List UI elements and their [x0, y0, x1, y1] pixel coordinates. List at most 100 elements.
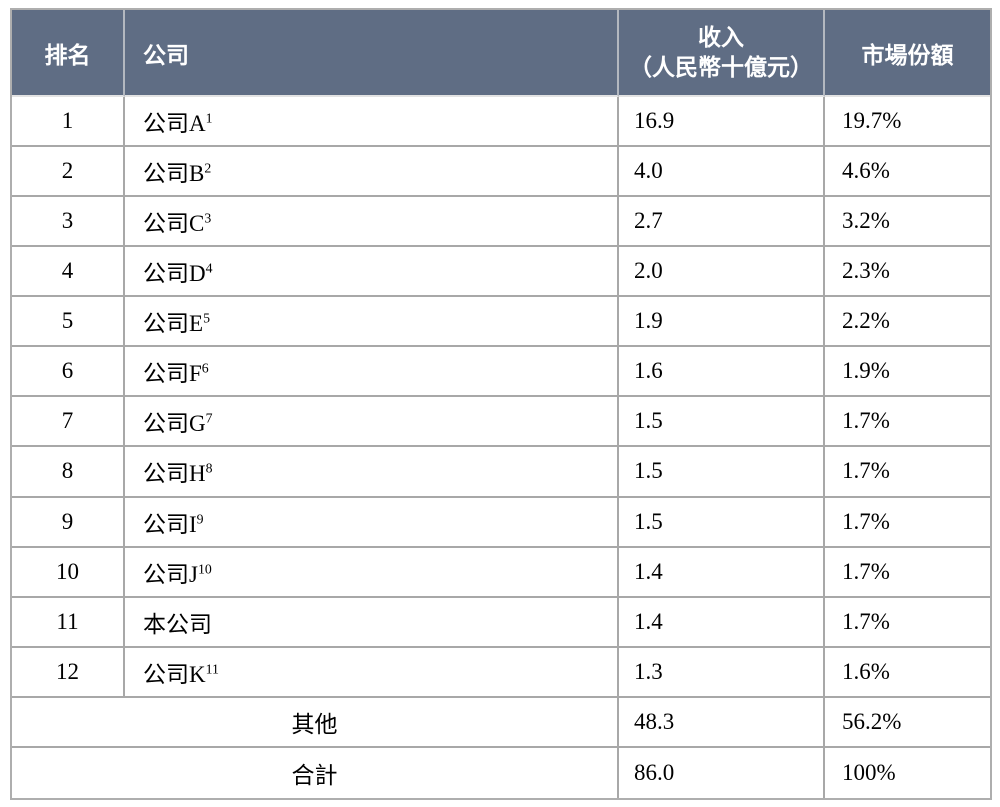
table-row: 2 公司B2 4.0 4.6%: [12, 147, 990, 198]
rank-cell: 1: [12, 97, 125, 148]
company-name: 公司F: [143, 361, 202, 387]
rank-cell: 8: [12, 447, 125, 498]
table-row: 3 公司C3 2.7 3.2%: [12, 197, 990, 248]
company-footnote-sup: 4: [205, 260, 213, 276]
share-cell: 4.6%: [825, 147, 990, 198]
company-cell: 公司K11: [125, 647, 619, 698]
company-cell: 公司F6: [125, 347, 619, 398]
company-name: 公司A: [143, 111, 206, 137]
table-header: 排名 公司 收入 （人民幣十億元） 市場份額: [12, 10, 990, 97]
revenue-cell: 2.7: [619, 197, 825, 248]
company-footnote-sup: 1: [205, 110, 213, 126]
company-cell: 公司H8: [125, 447, 619, 498]
rank-cell: 12: [12, 647, 125, 698]
summary-label-cell: 其他: [12, 697, 619, 748]
revenue-cell: 1.4: [619, 547, 825, 598]
col-header-rank: 排名: [12, 10, 125, 97]
company-footnote-sup: 9: [196, 510, 204, 526]
company-cell: 公司I9: [125, 497, 619, 548]
revenue-cell: 16.9: [619, 97, 825, 148]
rank-cell: 3: [12, 197, 125, 248]
col-header-revenue: 收入 （人民幣十億元）: [619, 10, 825, 97]
share-cell: 1.9%: [825, 347, 990, 398]
table-row: 6 公司F6 1.6 1.9%: [12, 347, 990, 398]
share-cell: 1.7%: [825, 397, 990, 448]
company-name: 公司H: [143, 461, 206, 487]
company-name: 公司G: [143, 411, 206, 437]
share-cell: 19.7%: [825, 97, 990, 148]
rank-cell: 10: [12, 547, 125, 598]
company-cell: 本公司: [125, 597, 619, 648]
revenue-cell: 1.5: [619, 497, 825, 548]
company-footnote-sup: 5: [203, 310, 210, 326]
share-cell: 1.7%: [825, 597, 990, 648]
col-header-share: 市場份額: [825, 10, 990, 97]
company-name: 本公司: [143, 611, 212, 637]
company-cell: 公司G7: [125, 397, 619, 448]
table-row: 5 公司E5 1.9 2.2%: [12, 297, 990, 348]
share-cell: 100%: [825, 747, 990, 798]
company-cell: 公司C3: [125, 197, 619, 248]
table-row: 11 本公司 1.4 1.7%: [12, 597, 990, 648]
summary-row-others: 其他 48.3 56.2%: [12, 697, 990, 748]
revenue-cell: 48.3: [619, 697, 825, 748]
rank-cell: 6: [12, 347, 125, 398]
revenue-cell: 1.9: [619, 297, 825, 348]
company-cell: 公司J10: [125, 547, 619, 598]
share-cell: 2.2%: [825, 297, 990, 348]
table-row: 4 公司D4 2.0 2.3%: [12, 247, 990, 298]
company-name: 公司B: [143, 161, 205, 187]
revenue-cell: 1.4: [619, 597, 825, 648]
table-row: 1 公司A1 16.9 19.7%: [12, 97, 990, 148]
company-footnote-sup: 7: [205, 410, 213, 426]
col-header-company: 公司: [125, 10, 619, 97]
company-footnote-sup: 8: [205, 460, 213, 476]
revenue-cell: 1.5: [619, 447, 825, 498]
revenue-cell: 4.0: [619, 147, 825, 198]
revenue-cell: 2.0: [619, 247, 825, 298]
revenue-cell: 1.5: [619, 397, 825, 448]
market-share-table: 排名 公司 收入 （人民幣十億元） 市場份額 1 公司A1 16.9 19.7%…: [10, 8, 992, 800]
summary-row-total: 合計 86.0 100%: [12, 747, 990, 798]
rank-cell: 11: [12, 597, 125, 648]
rank-cell: 7: [12, 397, 125, 448]
header-row: 排名 公司 收入 （人民幣十億元） 市場份額: [12, 10, 990, 97]
company-name: 公司K: [143, 661, 206, 687]
table-body: 1 公司A1 16.9 19.7% 2 公司B2 4.0 4.6% 3 公司C3…: [12, 97, 990, 798]
company-cell: 公司A1: [125, 97, 619, 148]
company-name: 公司D: [143, 261, 206, 287]
share-cell: 1.7%: [825, 547, 990, 598]
share-cell: 1.6%: [825, 647, 990, 698]
company-footnote-sup: 2: [204, 160, 212, 176]
company-name: 公司E: [143, 311, 204, 337]
summary-label-cell: 合計: [12, 747, 619, 798]
share-cell: 1.7%: [825, 447, 990, 498]
share-cell: 3.2%: [825, 197, 990, 248]
company-footnote-sup: 6: [201, 360, 209, 376]
company-footnote-sup: 10: [197, 560, 212, 576]
company-cell: 公司D4: [125, 247, 619, 298]
table-row: 9 公司I9 1.5 1.7%: [12, 497, 990, 548]
share-cell: 56.2%: [825, 697, 990, 748]
rank-cell: 4: [12, 247, 125, 298]
table-row: 7 公司G7 1.5 1.7%: [12, 397, 990, 448]
company-cell: 公司B2: [125, 147, 619, 198]
company-footnote-sup: 3: [204, 210, 212, 226]
company-name: 公司J: [143, 561, 198, 587]
revenue-cell: 86.0: [619, 747, 825, 798]
company-name: 公司I: [143, 511, 197, 537]
share-cell: 2.3%: [825, 247, 990, 298]
rank-cell: 5: [12, 297, 125, 348]
rank-cell: 2: [12, 147, 125, 198]
company-footnote-sup: 11: [205, 661, 219, 677]
share-cell: 1.7%: [825, 497, 990, 548]
table-row: 12 公司K11 1.3 1.6%: [12, 647, 990, 698]
rank-cell: 9: [12, 497, 125, 548]
revenue-cell: 1.6: [619, 347, 825, 398]
table-row: 8 公司H8 1.5 1.7%: [12, 447, 990, 498]
company-cell: 公司E5: [125, 297, 619, 348]
company-name: 公司C: [143, 211, 205, 237]
revenue-cell: 1.3: [619, 647, 825, 698]
table-row: 10 公司J10 1.4 1.7%: [12, 547, 990, 598]
